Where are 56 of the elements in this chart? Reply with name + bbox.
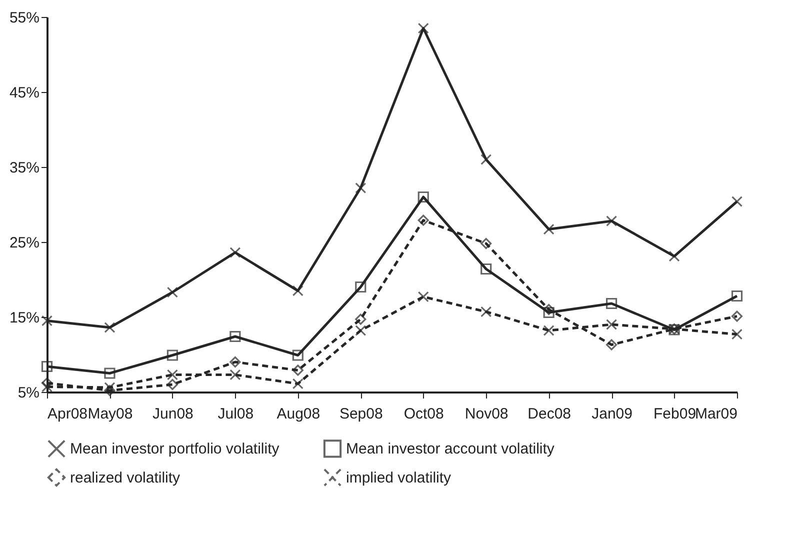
point [292, 350, 304, 361]
point [418, 291, 429, 302]
point [731, 328, 743, 340]
point [166, 378, 178, 390]
point [418, 191, 429, 203]
point [230, 369, 241, 380]
point [41, 315, 53, 326]
x-tick-label: Jun08 [152, 406, 194, 422]
x-tick-label: Nov08 [464, 406, 508, 422]
x-tick-label: Jan09 [592, 406, 632, 422]
x-tick-label: Feb09 [654, 406, 696, 422]
x-tick-label: Oct08 [404, 406, 444, 422]
point [480, 306, 492, 318]
y-tick-label: 5% [18, 384, 40, 402]
point [230, 356, 241, 368]
point [731, 196, 743, 208]
point [355, 314, 366, 325]
x-tick-label: Mar09 [694, 406, 738, 422]
point [166, 350, 178, 361]
point [104, 322, 116, 334]
point [731, 310, 743, 322]
x-tick-label: May08 [88, 406, 133, 422]
point [104, 368, 116, 379]
x-tick-label: Sep08 [339, 406, 383, 422]
x-tick-label: Aug08 [276, 406, 320, 422]
point [166, 369, 178, 380]
y-tick-label: 25% [9, 234, 40, 252]
point [355, 281, 366, 293]
point [355, 324, 366, 336]
x-tick-label: Apr08 [48, 406, 88, 422]
point [731, 290, 743, 302]
x-tick-label: Dec08 [528, 406, 571, 422]
legend-label: Mean investor account volatility [346, 440, 555, 458]
y-tick-label: 15% [9, 310, 40, 326]
y-tick-label: 35% [9, 160, 40, 176]
point [230, 330, 241, 342]
point [480, 238, 492, 250]
point [418, 22, 429, 34]
point [606, 339, 618, 350]
legend-label: realized volatility [70, 470, 181, 486]
point [606, 298, 618, 310]
point [355, 182, 366, 194]
point [606, 215, 618, 227]
point [418, 214, 429, 226]
y-tick-label: 55% [9, 10, 40, 26]
point [41, 360, 53, 372]
y-tick-label: 45% [9, 84, 40, 102]
legend-label: implied volatility [346, 470, 452, 486]
legend-label: Mean investor portfolio volatility [70, 440, 280, 458]
point [543, 324, 554, 336]
point [606, 318, 618, 330]
x-tick-label: Jul08 [218, 406, 254, 422]
point [292, 378, 304, 390]
point [292, 364, 304, 376]
point [543, 306, 554, 318]
point [480, 263, 492, 275]
